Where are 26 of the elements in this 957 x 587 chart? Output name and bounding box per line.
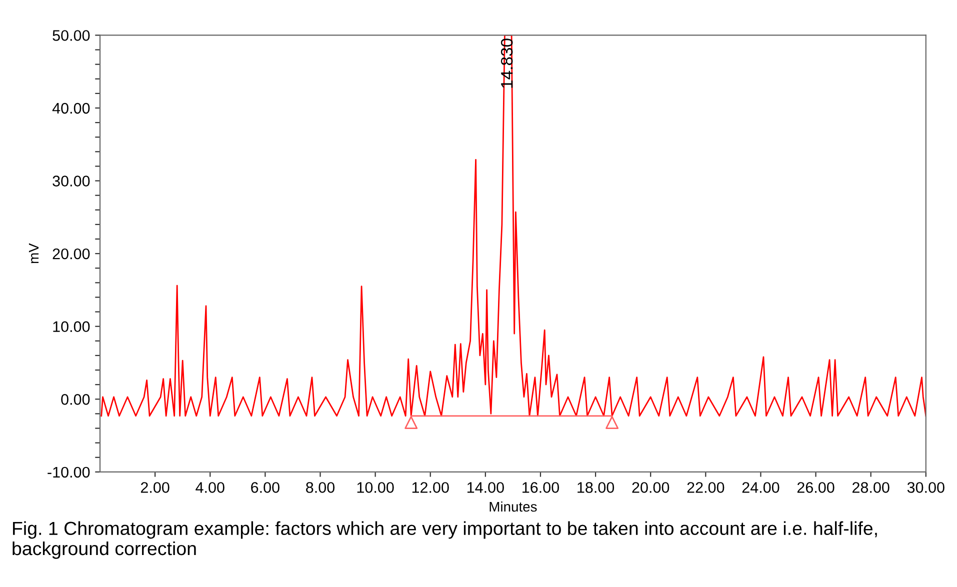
caption: Fig. 1 Chromatogram example: factors which are very important to be taken into account are i.e. half-life, background correction [12,521,877,559]
x-tick-label: 6.00 [251,482,280,493]
y-tick-label: 10.00 [53,321,90,332]
y-tick-label: 50.00 [52,30,90,41]
x-tick-label: 10.00 [357,482,394,493]
x-tick-label: 4.00 [196,482,224,493]
x-tick-label: 22.00 [687,482,724,493]
y-tick-label: 30.00 [52,176,90,186]
y-tick-label: 0.00 [61,394,90,405]
x-tick-label: 2.00 [140,482,170,493]
x-tick-label: 18.00 [578,482,614,493]
y-tick-label: -10.00 [48,466,90,478]
x-tick-label: 24.00 [742,482,780,493]
y-tick-label: 40.00 [52,102,90,114]
x-tick-label: 20.00 [632,482,670,493]
x-tick-label: 12.00 [412,482,449,493]
x-tick-label: 28.00 [852,482,890,493]
x-tick-label: 8.00 [306,482,335,493]
x-tick-label: 26.00 [797,482,834,493]
x-tick-label: 14.00 [467,482,504,493]
x-tick-label: 16.00 [522,482,559,493]
x-axis-title: Minutes [490,501,537,512]
y-tick-label: 20.00 [52,248,90,260]
x-tick-label: 30.00 [907,482,944,493]
y-axis-title: mV [28,243,39,264]
annotation: 14.830 [500,38,513,88]
